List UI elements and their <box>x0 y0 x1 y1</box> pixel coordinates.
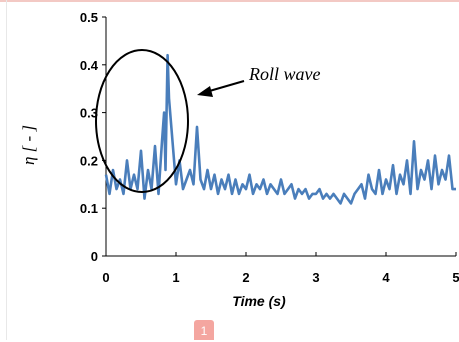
series-layer <box>104 53 456 205</box>
left-divider <box>6 0 7 340</box>
y-tick-label: 0.5 <box>80 10 98 25</box>
x-tick-label: 2 <box>242 270 249 285</box>
x-axis-title: Time (s) <box>232 293 286 309</box>
x-ticks: 0 1 2 3 4 5 <box>102 252 459 285</box>
x-tick-label: 3 <box>312 270 319 285</box>
y-tick-label: 0.4 <box>80 58 99 73</box>
roll-wave-arrow <box>205 80 245 93</box>
roll-wave-ellipse <box>95 49 189 193</box>
chart-axes <box>105 17 456 257</box>
x-tick-label: 1 <box>172 270 179 285</box>
y-tick-label: 0.2 <box>80 153 98 168</box>
y-tick-label: 0.3 <box>80 106 98 121</box>
x-tick-label: 0 <box>102 270 109 285</box>
series-line <box>104 53 456 205</box>
x-tick-label: 4 <box>382 270 390 285</box>
roll-wave-arrowhead <box>197 86 213 97</box>
y-axis-title: η [ - ] <box>19 125 38 165</box>
y-tick-label: 0.1 <box>80 201 98 216</box>
y-tick-label: 0 <box>91 249 98 264</box>
x-tick-label: 5 <box>452 270 459 285</box>
y-ticks: 0 0.1 0.2 0.3 0.4 0.5 <box>80 10 106 264</box>
page-number-badge: 1 <box>194 320 214 340</box>
roll-wave-label: Roll wave <box>248 64 320 84</box>
